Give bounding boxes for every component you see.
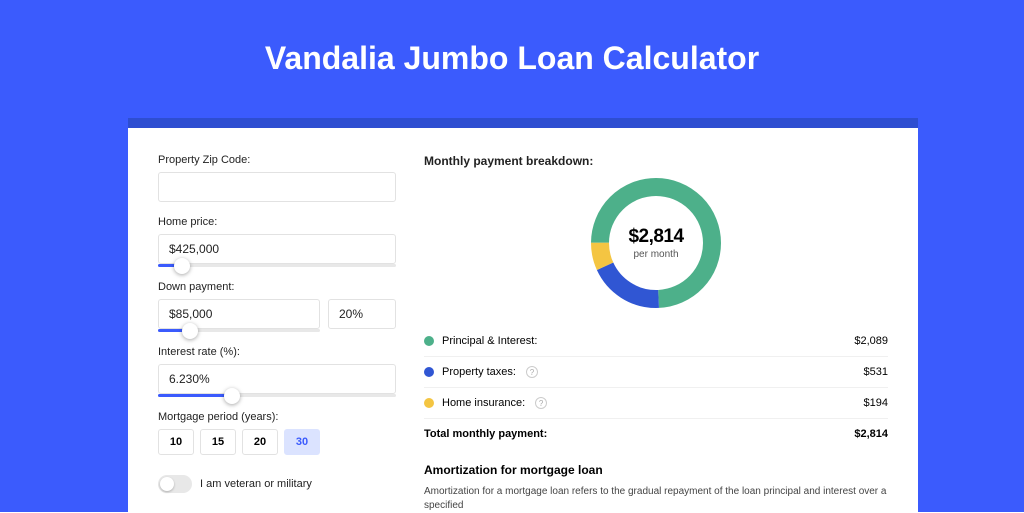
donut-amount: $2,814 xyxy=(628,226,683,248)
legend-dot xyxy=(424,398,434,408)
interest-field: Interest rate (%): xyxy=(158,346,396,397)
amortization-title: Amortization for mortgage loan xyxy=(424,463,888,477)
veteran-row: I am veteran or military xyxy=(158,475,396,493)
down-payment-field: Down payment: xyxy=(158,281,396,332)
interest-label: Interest rate (%): xyxy=(158,346,396,358)
amortization-text: Amortization for a mortgage loan refers … xyxy=(424,485,888,513)
breakdown-item-value: $194 xyxy=(864,397,888,409)
form-column: Property Zip Code: Home price: Down paym… xyxy=(158,154,396,486)
breakdown-item: Principal & Interest: $2,089 xyxy=(424,326,888,357)
interest-input[interactable] xyxy=(158,364,396,394)
zip-field: Property Zip Code: xyxy=(158,154,396,202)
slider-thumb[interactable] xyxy=(174,258,190,274)
home-price-label: Home price: xyxy=(158,216,396,228)
total-value: $2,814 xyxy=(854,428,888,440)
period-btn-15[interactable]: 15 xyxy=(200,429,236,455)
card-shadow xyxy=(128,118,918,128)
home-price-slider[interactable] xyxy=(158,264,396,267)
legend-dot xyxy=(424,336,434,346)
breakdown-item-label: Home insurance: xyxy=(442,397,525,409)
period-label: Mortgage period (years): xyxy=(158,411,396,423)
down-payment-slider[interactable] xyxy=(158,329,320,332)
page-background: Vandalia Jumbo Loan Calculator Property … xyxy=(0,0,1024,512)
breakdown-item: Property taxes:? $531 xyxy=(424,357,888,388)
donut-sub: per month xyxy=(633,249,678,260)
total-row: Total monthly payment: $2,814 xyxy=(424,419,888,449)
donut-chart: $2,814 per month xyxy=(591,178,721,308)
breakdown-item-label: Property taxes: xyxy=(442,366,516,378)
breakdown-column: Monthly payment breakdown: $2,814 per mo… xyxy=(424,154,888,486)
info-icon[interactable]: ? xyxy=(535,397,547,409)
period-btn-20[interactable]: 20 xyxy=(242,429,278,455)
donut-chart-wrap: $2,814 per month xyxy=(424,178,888,308)
zip-input[interactable] xyxy=(158,172,396,202)
page-title: Vandalia Jumbo Loan Calculator xyxy=(0,0,1024,77)
calculator-card: Property Zip Code: Home price: Down paym… xyxy=(128,128,918,512)
breakdown-item: Home insurance:? $194 xyxy=(424,388,888,419)
home-price-input[interactable] xyxy=(158,234,396,264)
breakdown-items: Principal & Interest: $2,089 Property taxe… xyxy=(424,326,888,419)
period-field: Mortgage period (years): 10152030 xyxy=(158,411,396,455)
legend-dot xyxy=(424,367,434,377)
veteran-label: I am veteran or military xyxy=(200,478,312,490)
interest-slider[interactable] xyxy=(158,394,396,397)
period-options: 10152030 xyxy=(158,429,396,455)
total-label: Total monthly payment: xyxy=(424,428,547,440)
down-payment-label: Down payment: xyxy=(158,281,396,293)
home-price-field: Home price: xyxy=(158,216,396,267)
down-payment-pct-input[interactable] xyxy=(328,299,396,329)
slider-fill xyxy=(158,394,232,397)
breakdown-title: Monthly payment breakdown: xyxy=(424,154,888,168)
breakdown-item-value: $2,089 xyxy=(854,335,888,347)
info-icon[interactable]: ? xyxy=(526,366,538,378)
slider-thumb[interactable] xyxy=(182,323,198,339)
period-btn-30[interactable]: 30 xyxy=(284,429,320,455)
down-payment-input[interactable] xyxy=(158,299,320,329)
donut-center: $2,814 per month xyxy=(591,178,721,308)
veteran-toggle[interactable] xyxy=(158,475,192,493)
period-btn-10[interactable]: 10 xyxy=(158,429,194,455)
breakdown-item-label: Principal & Interest: xyxy=(442,335,537,347)
breakdown-item-value: $531 xyxy=(864,366,888,378)
slider-thumb[interactable] xyxy=(224,388,240,404)
zip-label: Property Zip Code: xyxy=(158,154,396,166)
